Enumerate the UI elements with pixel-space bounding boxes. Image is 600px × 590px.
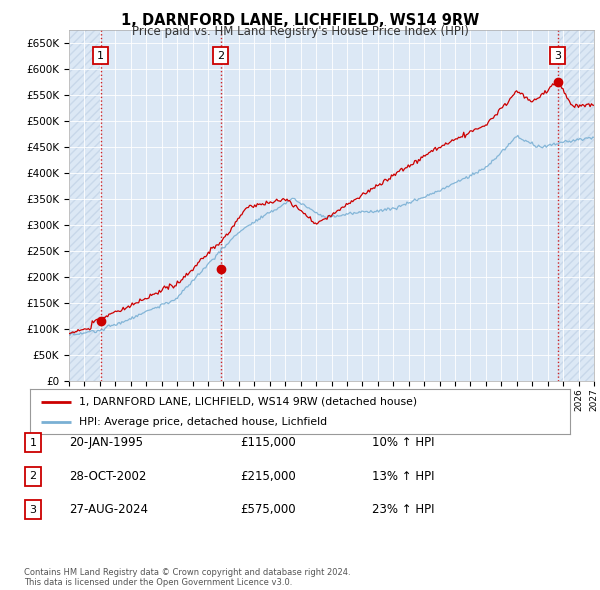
Text: 1, DARNFORD LANE, LICHFIELD, WS14 9RW: 1, DARNFORD LANE, LICHFIELD, WS14 9RW [121, 13, 479, 28]
Bar [558, 30, 594, 381]
Text: 1, DARNFORD LANE, LICHFIELD, WS14 9RW (detached house): 1, DARNFORD LANE, LICHFIELD, WS14 9RW (d… [79, 397, 417, 407]
Text: £115,000: £115,000 [240, 436, 296, 449]
Text: 10% ↑ HPI: 10% ↑ HPI [372, 436, 434, 449]
Text: Price paid vs. HM Land Registry's House Price Index (HPI): Price paid vs. HM Land Registry's House … [131, 25, 469, 38]
Bar [69, 30, 101, 381]
Text: 23% ↑ HPI: 23% ↑ HPI [372, 503, 434, 516]
Text: HPI: Average price, detached house, Lichfield: HPI: Average price, detached house, Lich… [79, 417, 327, 427]
Text: 3: 3 [29, 505, 37, 514]
Text: 27-AUG-2024: 27-AUG-2024 [69, 503, 148, 516]
Bar [69, 30, 101, 381]
Text: 28-OCT-2002: 28-OCT-2002 [69, 470, 146, 483]
Text: £215,000: £215,000 [240, 470, 296, 483]
Text: Contains HM Land Registry data © Crown copyright and database right 2024.
This d: Contains HM Land Registry data © Crown c… [24, 568, 350, 587]
Text: 2: 2 [217, 51, 224, 61]
Text: £575,000: £575,000 [240, 503, 296, 516]
Text: 20-JAN-1995: 20-JAN-1995 [69, 436, 143, 449]
Text: 1: 1 [29, 438, 37, 447]
Text: 3: 3 [554, 51, 561, 61]
Text: 2: 2 [29, 471, 37, 481]
Text: 1: 1 [97, 51, 104, 61]
Bar [558, 30, 594, 381]
Text: 13% ↑ HPI: 13% ↑ HPI [372, 470, 434, 483]
